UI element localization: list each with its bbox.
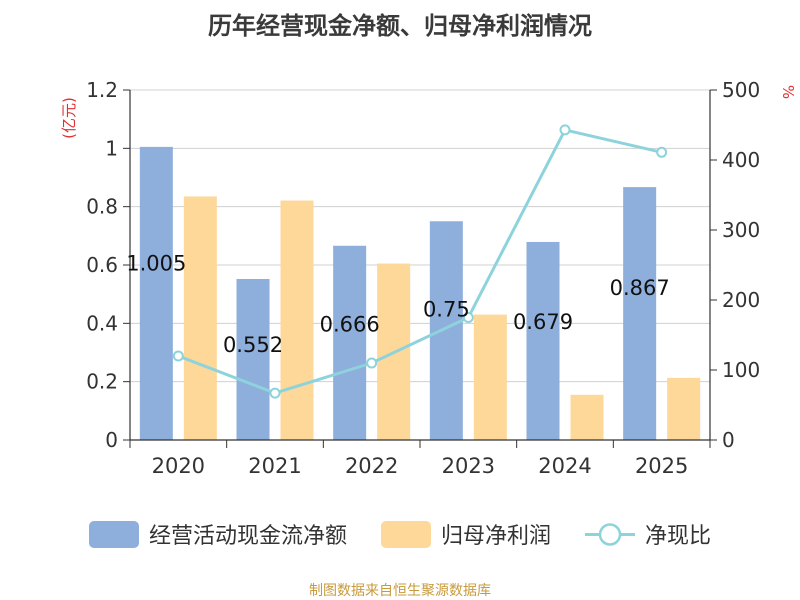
x-tick-label-2023: 2023 [442, 454, 495, 478]
y-right-tick-label: 0 [722, 428, 735, 452]
line-ratio [177, 128, 663, 395]
x-tick-label-2024: 2024 [538, 454, 591, 478]
y-left-unit: (亿元) [60, 97, 78, 139]
data-source-note: 制图数据来自恒生聚源数据库 [309, 583, 491, 599]
chart-legend: 经营活动现金流净额 归母净利润 净现比 [0, 516, 800, 552]
legend-swatch [380, 520, 431, 548]
data-label-cashflow-2020: 1.005 [126, 251, 186, 275]
legend-item-0[interactable]: 经营活动现金流净额 [88, 518, 347, 550]
data-label-cashflow-2025: 0.867 [610, 276, 670, 300]
y-right-unit: % [779, 85, 797, 99]
x-tick-label-2025: 2025 [635, 454, 688, 478]
bar-netprofit-2020 [183, 196, 217, 440]
bar-cashflow-2022 [333, 245, 367, 440]
y-left-tick-label: 0.2 [86, 370, 118, 394]
y-right-tick-label: 400 [722, 148, 760, 172]
y-right-tick-label: 500 [722, 78, 760, 102]
legend-label: 经营活动现金流净额 [148, 524, 347, 549]
point-ratio-2021 [269, 387, 281, 399]
legend-label: 净现比 [645, 524, 712, 549]
data-label-cashflow-2023: 0.75 [423, 297, 470, 321]
bar-cashflow-2021 [236, 279, 270, 440]
legend-swatch [585, 522, 635, 546]
data-label-cashflow-2022: 0.666 [320, 313, 380, 337]
legend-swatch [88, 520, 139, 548]
y-right-tick-label: 300 [722, 218, 760, 242]
legend-label: 归母净利润 [440, 524, 551, 549]
y-left-tick-label: 0.4 [86, 311, 118, 335]
y-left-tick-label: 1 [105, 136, 118, 160]
point-ratio-2023 [462, 312, 474, 323]
y-left-tick-label: 1.2 [86, 78, 118, 102]
y-left-tick-label: 0.6 [86, 253, 118, 277]
chart-title: 历年经营现金净额、归母净利润情况 [208, 12, 592, 40]
point-ratio-2024 [559, 124, 571, 136]
point-ratio-2025 [656, 146, 668, 158]
y-left-tick-label: 0 [105, 428, 118, 452]
bar-netprofit-2025 [667, 377, 701, 440]
legend-item-2[interactable]: 净现比 [585, 518, 711, 550]
y-left-tick-label: 0.8 [86, 195, 118, 219]
y-right-tick-label: 200 [722, 288, 760, 312]
y-right-tick-label: 100 [722, 358, 760, 382]
bar-netprofit-2023 [473, 314, 507, 440]
bar-netprofit-2024 [570, 394, 604, 440]
bar-cashflow-2025 [623, 187, 657, 440]
point-ratio-2020 [172, 350, 184, 362]
bar-cashflow-2024 [526, 241, 560, 440]
bar-netprofit-2021 [280, 200, 314, 440]
chart-plot: 0 0.2 0.4 0.6 0.8 1 1.2 0 100 200 300 400 500 (亿元)% 20… [60, 78, 797, 478]
x-tick-label-2020: 2020 [152, 454, 205, 478]
x-tick-label-2021: 2021 [248, 454, 301, 478]
legend-marker [598, 522, 622, 546]
data-label-cashflow-2021: 0.552 [223, 333, 283, 357]
data-label-cashflow-2024: 0.679 [513, 310, 573, 334]
bar-cashflow-2023 [429, 221, 463, 440]
x-tick-label-2022: 2022 [345, 454, 398, 478]
legend-item-1[interactable]: 归母净利润 [380, 518, 551, 550]
bar-cashflow-2020 [139, 146, 173, 440]
point-ratio-2022 [366, 357, 378, 369]
